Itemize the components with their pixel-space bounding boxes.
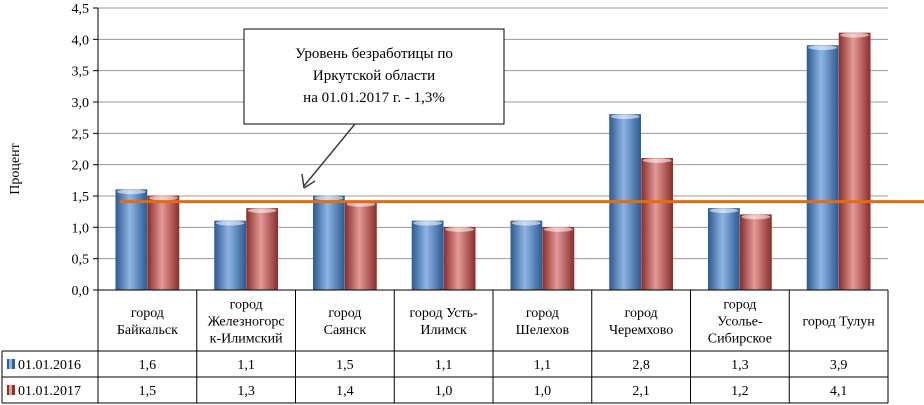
- y-tick-label: 0,0: [72, 284, 90, 299]
- bar-series2: [443, 226, 476, 291]
- data-label: 1,0: [534, 384, 552, 399]
- bar-series2: [147, 195, 180, 291]
- category-label: город: [230, 298, 263, 313]
- bar-top-highlight: [543, 226, 573, 232]
- category-label: город Тулун: [802, 315, 875, 330]
- bar-series1: [312, 195, 345, 291]
- bar-series1: [806, 45, 839, 291]
- data-label: 1,1: [237, 358, 255, 373]
- bar-series1: [707, 208, 740, 291]
- data-label: 1,5: [139, 384, 157, 399]
- bar-top-highlight: [413, 220, 443, 226]
- category-label: Усолье-: [717, 315, 763, 330]
- category-label: Сибирское: [708, 332, 772, 347]
- legend-key-highlight: [9, 359, 12, 369]
- y-tick-label: 1,5: [72, 190, 90, 205]
- bar-top-highlight: [148, 195, 178, 201]
- bar-series2: [344, 201, 377, 291]
- bar-series2: [739, 214, 772, 291]
- data-label: 4,1: [830, 384, 848, 399]
- callout-box: Уровень безработицы по Иркутской области н…: [243, 28, 505, 189]
- data-table: город Байкальск город Железногорс к-Илимский…: [1, 289, 889, 404]
- legend-key-highlight: [9, 385, 12, 395]
- bar-series1: [510, 220, 543, 291]
- bar-top-highlight: [511, 220, 541, 226]
- bar-top-highlight: [741, 214, 771, 220]
- category-label: Железногорс: [208, 315, 285, 330]
- callout-arrow-shaft: [303, 123, 356, 187]
- category-label: город: [723, 298, 756, 313]
- y-tick-label: 3,0: [72, 96, 90, 111]
- y-tick-label: 4,0: [72, 33, 90, 48]
- category-label: Шелехов: [516, 323, 570, 338]
- bar-top-highlight: [314, 195, 344, 201]
- data-label: 1,0: [435, 384, 453, 399]
- bar-series2: [246, 208, 279, 291]
- y-tick-label: 2,0: [72, 159, 90, 174]
- data-label: 1,3: [237, 384, 255, 399]
- bar-series2: [542, 226, 575, 291]
- bar-top-highlight: [840, 32, 870, 38]
- y-tick-label: 1,0: [72, 221, 90, 236]
- category-label: Илимск: [420, 323, 467, 338]
- y-tick-label: 2,5: [72, 127, 90, 142]
- bar-top-highlight: [247, 208, 277, 214]
- data-label: 1,2: [731, 384, 749, 399]
- data-label: 2,8: [632, 358, 650, 373]
- bar-top-highlight: [808, 45, 838, 51]
- bar-top-highlight: [445, 226, 475, 232]
- bar-series1: [214, 220, 247, 291]
- bar-top-highlight: [116, 189, 146, 195]
- category-label: Черемхово: [609, 323, 673, 338]
- data-label: 1,6: [139, 358, 157, 373]
- data-label: 1,1: [435, 358, 453, 373]
- data-label: 1,3: [731, 358, 749, 373]
- bar-series2: [641, 157, 674, 291]
- legend-series-name: 01.01.2016: [18, 358, 81, 373]
- y-axis: 0,0 0,5 1,0 1,5 2,0 2,5 3,0 3,5 4,0 4,5: [72, 2, 99, 299]
- y-tick-label: 3,5: [72, 65, 90, 80]
- bar-series2: [838, 32, 871, 291]
- data-label: 1,5: [336, 358, 354, 373]
- category-label: к-Илимский: [210, 332, 283, 347]
- category-label: Саянск: [324, 323, 367, 338]
- data-label: 1,4: [336, 384, 354, 399]
- bar-series1: [115, 189, 148, 291]
- data-label: 2,1: [632, 384, 650, 399]
- category-label: Байкальск: [117, 323, 178, 338]
- bar-top-highlight: [642, 157, 672, 163]
- legend-series-name: 01.01.2017: [18, 384, 81, 399]
- y-axis-title: Процент: [8, 143, 23, 194]
- category-label: город: [131, 306, 164, 321]
- category-label: город: [625, 306, 658, 321]
- callout-text: Уровень безработицы по: [295, 46, 453, 62]
- y-tick-label: 0,5: [72, 253, 90, 268]
- bar-top-highlight: [215, 220, 245, 226]
- bar-top-highlight: [610, 114, 640, 120]
- bar-top-highlight: [709, 208, 739, 214]
- category-label: город: [526, 306, 559, 321]
- y-tick-label: 4,5: [72, 2, 90, 17]
- data-label: 3,9: [830, 358, 848, 373]
- category-label: город: [328, 306, 361, 321]
- bar-series1: [411, 220, 444, 291]
- category-label: город Усть-: [410, 306, 479, 321]
- callout-text: Иркутской области: [313, 68, 435, 84]
- data-label: 1,1: [534, 358, 552, 373]
- callout-arrow-head: [301, 173, 316, 189]
- callout-text: на 01.01.2017 г. - 1,3%: [303, 90, 445, 106]
- callout-frame: [243, 28, 505, 125]
